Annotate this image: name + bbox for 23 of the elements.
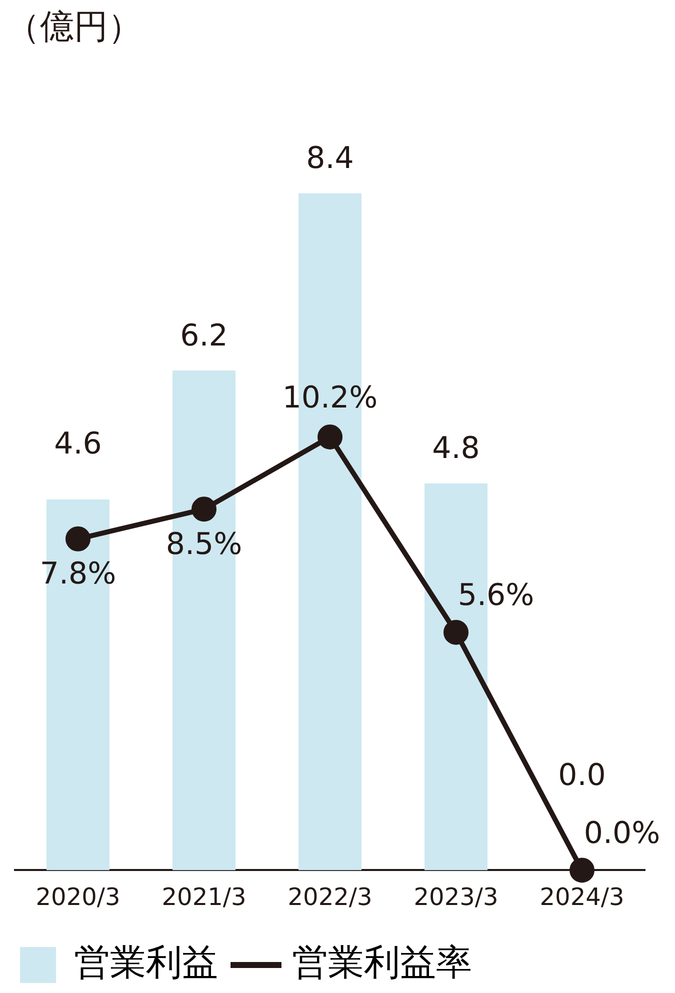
point	[192, 496, 216, 522]
point	[570, 858, 594, 883]
x-tick-label: 2021/3	[162, 882, 246, 911]
data-label: 5.6%	[458, 578, 534, 614]
data-label: 4.6	[54, 426, 102, 462]
x-tick-label: 2020/3	[36, 882, 120, 911]
data-label: 0.0	[558, 758, 606, 793]
data-label: 10.2%	[282, 380, 378, 416]
data-label: 0.0%	[584, 816, 660, 851]
point	[66, 526, 90, 552]
x-tick-label: 2023/3	[414, 882, 498, 911]
legend-label: 営業利益	[74, 942, 218, 984]
data-label: 7.8%	[40, 556, 116, 592]
point	[318, 424, 342, 450]
x-tick-label: 2022/3	[288, 882, 372, 911]
point	[444, 620, 468, 645]
text: （億円）	[5, 6, 143, 49]
data-label: 8.5%	[166, 526, 242, 562]
data-label: 8.4	[306, 141, 354, 176]
x-tick-label: 2024/3	[540, 882, 624, 911]
data-label: 6.2	[180, 318, 228, 354]
legend-label: 営業利益率	[292, 942, 472, 984]
data-label: 4.8	[432, 431, 480, 466]
